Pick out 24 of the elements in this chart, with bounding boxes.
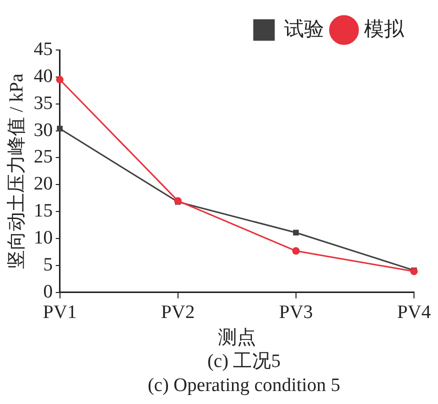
x-tick-label: PV1 (42, 302, 77, 323)
y-axis-title: 竖向动土压力峰值 / kPa (6, 72, 28, 269)
point (56, 126, 63, 132)
legend-label: 试验 (284, 18, 324, 40)
y-tick-label: 40 (34, 66, 53, 87)
x-tick-label: PV3 (279, 302, 313, 323)
y-tick-label: 20 (34, 174, 53, 195)
y-tick-label: 15 (34, 200, 53, 222)
x-tick-label: PV4 (397, 302, 432, 323)
y-tick-label: 5 (43, 254, 53, 276)
text: (c) Operating condition 5 (146, 374, 342, 398)
text: (c) 工况5 (206, 350, 282, 374)
y-tick-label: 30 (34, 120, 53, 141)
y-tick-label: 45 (34, 38, 53, 60)
y-tick-label: 0 (43, 281, 53, 302)
point (293, 230, 299, 236)
x-axis-title: 测点 (218, 328, 256, 349)
point (56, 76, 64, 84)
legend-label: 模拟 (364, 18, 405, 40)
y-tick-label: 10 (34, 228, 53, 249)
y-tick-label: 25 (34, 146, 53, 168)
point (292, 247, 300, 255)
x-tick-label: PV2 (160, 302, 195, 323)
y-tick-label: 35 (34, 92, 53, 114)
